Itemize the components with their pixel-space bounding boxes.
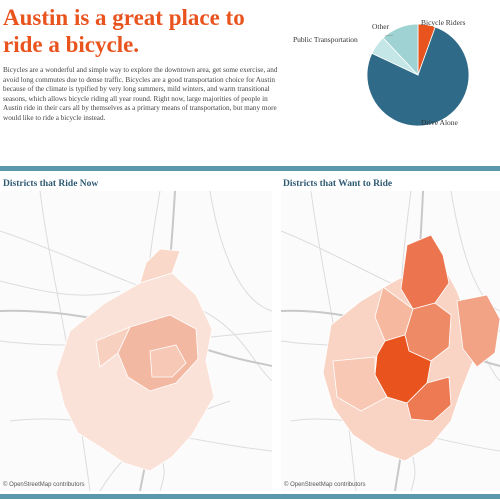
pie-label-public-transportation[interactable]: Public Transportation	[293, 35, 358, 44]
map-attribution-left[interactable]: © OpenStreetMap contributors	[3, 482, 85, 488]
pie-slices	[366, 23, 470, 127]
pie-label-other[interactable]: Other	[372, 22, 390, 31]
map-attribution-right[interactable]: © OpenStreetMap contributors	[284, 482, 366, 488]
map-canvas-left[interactable]	[0, 191, 272, 491]
commute-mode-pie-chart: Bicycle Riders Other Public Transportati…	[285, 5, 500, 145]
page-headline: Austin is a great place to ride a bicycl…	[3, 5, 245, 57]
leader-line-public-transport	[384, 34, 394, 37]
map-districts-want-to-ride[interactable]: © OpenStreetMap contributors	[281, 191, 500, 491]
pie-slice-other[interactable]	[382, 23, 419, 77]
pie-label-bicycle-riders[interactable]: Bicycle Riders	[421, 18, 466, 27]
pie-label-drive-alone[interactable]: Drive Alone	[421, 118, 458, 127]
section-divider-top	[0, 166, 500, 171]
map-title-want-to-ride: Districts that Want to Ride	[283, 179, 393, 189]
pie-slice-drive-alone[interactable]	[366, 26, 470, 127]
map-districts-ride-now[interactable]: © OpenStreetMap contributors	[0, 191, 272, 491]
intro-paragraph: Bicycles are a wonderful and simple way …	[3, 66, 278, 122]
district-polygons	[322, 234, 500, 462]
section-divider-bottom	[0, 494, 500, 499]
map-canvas-right[interactable]	[281, 191, 500, 491]
pie-svg	[366, 23, 470, 127]
district-polygons	[55, 248, 215, 472]
map-title-ride-now: Districts that Ride Now	[3, 179, 99, 189]
